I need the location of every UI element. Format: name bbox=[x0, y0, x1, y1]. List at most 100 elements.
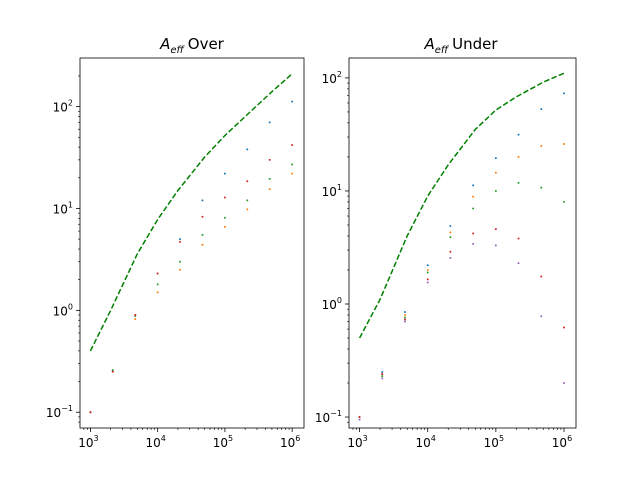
data-point bbox=[426, 278, 429, 281]
data-point bbox=[291, 163, 294, 166]
data-point bbox=[472, 195, 475, 198]
x-tick-label: 103 bbox=[78, 434, 98, 450]
data-point bbox=[540, 275, 543, 278]
data-point bbox=[449, 250, 452, 253]
data-point bbox=[268, 177, 271, 180]
series-under-5 bbox=[358, 242, 565, 421]
chart-title-over: Aeff Over bbox=[159, 35, 225, 56]
data-point bbox=[179, 260, 182, 263]
x-tick-label: 103 bbox=[347, 434, 367, 450]
data-point bbox=[201, 243, 204, 246]
data-point bbox=[426, 281, 429, 284]
data-point bbox=[426, 268, 429, 271]
series-over-3 bbox=[89, 163, 294, 414]
data-point bbox=[472, 242, 475, 245]
data-point bbox=[562, 326, 565, 329]
data-point bbox=[223, 172, 226, 175]
data-point bbox=[201, 199, 204, 202]
y-tick-label: 100 bbox=[322, 296, 342, 312]
data-point bbox=[562, 143, 565, 146]
data-point bbox=[223, 196, 226, 199]
x-tick-label: 104 bbox=[145, 434, 165, 450]
data-point bbox=[403, 320, 406, 323]
series-under-4 bbox=[358, 228, 565, 419]
data-point bbox=[89, 411, 92, 414]
data-point bbox=[403, 316, 406, 319]
data-point bbox=[246, 180, 249, 183]
x-tick-label: 105 bbox=[484, 434, 504, 450]
x-tick-label: 106 bbox=[552, 434, 572, 450]
y-tick-label: 10−1 bbox=[46, 404, 73, 420]
chart-title-under: Aeff Under bbox=[423, 35, 498, 56]
data-point bbox=[291, 143, 294, 146]
data-point bbox=[403, 313, 406, 316]
data-point bbox=[156, 272, 159, 275]
data-point bbox=[201, 215, 204, 218]
data-point bbox=[381, 377, 384, 380]
series-over-1 bbox=[89, 100, 294, 414]
data-point bbox=[134, 314, 137, 317]
data-point bbox=[179, 268, 182, 271]
data-point bbox=[223, 216, 226, 219]
plot-frame-under bbox=[348, 57, 577, 429]
data-point bbox=[449, 231, 452, 234]
data-point bbox=[381, 371, 384, 374]
series-over-2 bbox=[89, 172, 294, 414]
data-point bbox=[494, 157, 497, 160]
x-tick-label: 105 bbox=[213, 434, 233, 450]
data-point bbox=[449, 236, 452, 239]
data-point bbox=[156, 283, 159, 286]
data-point bbox=[562, 92, 565, 95]
data-point bbox=[562, 382, 565, 385]
data-point bbox=[201, 233, 204, 236]
data-point bbox=[111, 370, 114, 373]
y-tick-label: 101 bbox=[322, 183, 342, 199]
y-tick-label: 102 bbox=[53, 99, 73, 115]
y-tick-label: 10−1 bbox=[315, 409, 342, 425]
data-point bbox=[223, 225, 226, 228]
data-point bbox=[494, 244, 497, 247]
data-point bbox=[540, 108, 543, 111]
data-point bbox=[540, 186, 543, 189]
data-point bbox=[517, 237, 520, 240]
data-point bbox=[494, 171, 497, 174]
data-point bbox=[562, 200, 565, 203]
data-point bbox=[403, 318, 406, 321]
data-point bbox=[246, 199, 249, 202]
y-tick-label: 100 bbox=[53, 302, 73, 318]
data-point bbox=[517, 133, 520, 136]
series-over-4 bbox=[89, 143, 294, 414]
series-under-2 bbox=[358, 143, 565, 419]
reference-line-under bbox=[358, 72, 565, 339]
series-under-3 bbox=[358, 181, 565, 419]
data-point bbox=[246, 208, 249, 211]
y-tick-label: 102 bbox=[322, 70, 342, 86]
data-point bbox=[540, 144, 543, 147]
data-point bbox=[472, 184, 475, 187]
x-tick-label: 104 bbox=[416, 434, 436, 450]
data-point bbox=[517, 155, 520, 158]
minor-ticks-over bbox=[78, 75, 290, 430]
data-point bbox=[494, 228, 497, 231]
reference-line-over bbox=[89, 73, 293, 352]
data-point bbox=[134, 318, 137, 321]
data-point bbox=[449, 224, 452, 227]
data-point bbox=[426, 264, 429, 267]
data-point bbox=[494, 189, 497, 192]
data-point bbox=[179, 238, 182, 241]
data-point bbox=[358, 416, 361, 419]
data-point bbox=[403, 310, 406, 313]
data-point bbox=[268, 158, 271, 161]
data-point bbox=[156, 291, 159, 294]
data-point bbox=[426, 271, 429, 274]
data-point bbox=[472, 232, 475, 235]
data-point bbox=[179, 240, 182, 243]
data-point bbox=[111, 368, 114, 371]
data-point bbox=[268, 121, 271, 124]
series-under-1 bbox=[358, 92, 565, 419]
data-point bbox=[540, 315, 543, 318]
data-point bbox=[291, 100, 294, 103]
plot-frame-over bbox=[79, 57, 305, 429]
data-point bbox=[358, 418, 361, 421]
